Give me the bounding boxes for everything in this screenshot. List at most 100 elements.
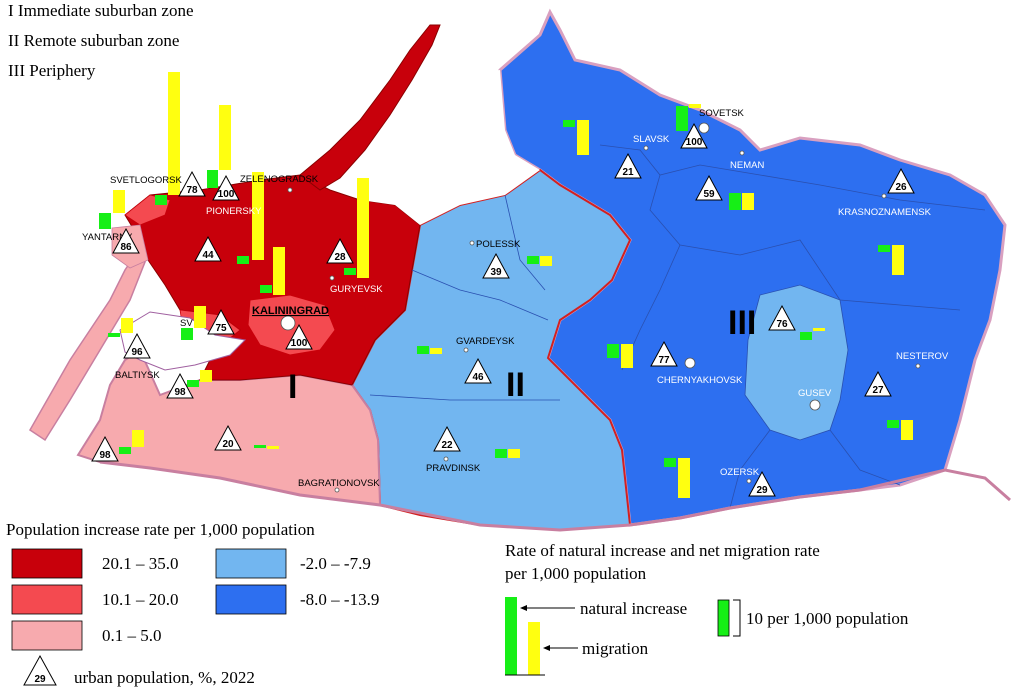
legend-bar-migration xyxy=(528,622,540,675)
label-gusev: GUSEV xyxy=(798,388,832,399)
legend-class-2: 10.1 – 20.0 xyxy=(102,590,179,609)
legend-triangle-icon: 29 xyxy=(23,654,57,686)
svg-text:26: 26 xyxy=(895,182,907,193)
label-sovetsk: SOVETSK xyxy=(699,108,745,119)
legend-bars-title-2: per 1,000 population xyxy=(505,564,647,583)
svg-text:27: 27 xyxy=(872,385,884,396)
svg-text:46: 46 xyxy=(472,372,484,383)
svg-text:29: 29 xyxy=(756,485,768,496)
region-zone-i xyxy=(124,174,421,386)
bar-migration-pionersky xyxy=(219,105,231,170)
svg-text:100: 100 xyxy=(291,338,308,349)
bar-migration-mamonovo xyxy=(132,430,144,447)
triangle-neman: 59 xyxy=(695,174,723,201)
bar-natural-pionersky xyxy=(207,170,218,188)
label-svetlogorsk: SVETLOGORSK xyxy=(110,175,182,186)
svg-text:39: 39 xyxy=(490,267,502,278)
bar-natural-yantarny xyxy=(99,213,111,229)
bar-natural-gusev xyxy=(800,332,812,340)
triangle-gvardeysk: 46 xyxy=(464,357,492,384)
svg-text:77: 77 xyxy=(658,355,670,366)
bar-migration-guryevsk xyxy=(357,178,369,278)
bar-natural-gvardeysk xyxy=(417,346,429,354)
bar-migration-zelenogradsk xyxy=(252,172,264,260)
bar-natural-svetly xyxy=(181,328,193,340)
triangle-polessk: 39 xyxy=(482,252,510,279)
triangle-baltiysk-n: 96 xyxy=(123,332,151,359)
dot-gvardeysk xyxy=(463,347,469,353)
label-krasnoznamensk: KRASNOZNAMENSK xyxy=(838,207,932,218)
bar-natural-bagrationovsk xyxy=(254,445,266,448)
label-yantarny: YANTARNY xyxy=(82,232,133,243)
triangle-svetly: 75 xyxy=(207,308,235,335)
bar-natural-mamonovo xyxy=(119,447,131,454)
svg-text:78: 78 xyxy=(186,185,198,196)
svg-text:28: 28 xyxy=(334,252,346,263)
bar-natural-baltiysk-n xyxy=(108,333,120,337)
legend-triangle-label: urban population, %, 2022 xyxy=(74,668,255,687)
bar-migration-sovetsk xyxy=(689,104,701,108)
triangle-krasnoznamensk: 26 xyxy=(887,167,915,194)
legend-swatch-4 xyxy=(215,548,287,579)
label-nesterov: NESTEROV xyxy=(896,351,949,362)
region-curonian-spit xyxy=(299,24,441,191)
bar-migration-svetlogorsk xyxy=(168,72,180,195)
triangle-mamonovo: 98 xyxy=(91,435,119,462)
bar-migration-krasnoznamensk xyxy=(892,245,904,275)
bar-migration-baltiysk xyxy=(200,370,212,382)
bar-natural-ozersk xyxy=(664,458,676,467)
svg-text:98: 98 xyxy=(99,450,111,461)
dot-pravdinsk xyxy=(443,456,449,462)
zone-label-i: I Immediate suburban zone xyxy=(8,1,194,20)
bar-migration-bagrationovsk xyxy=(267,446,279,449)
bar-natural-sovetsk xyxy=(676,106,688,131)
svg-text:86: 86 xyxy=(120,242,132,253)
triangle-slavsk: 21 xyxy=(614,152,642,179)
triangle-yantarny: 86 xyxy=(112,227,140,254)
svg-text:100: 100 xyxy=(218,189,235,200)
dot-sovetsk xyxy=(698,122,710,134)
roman-zone-i: I xyxy=(288,368,297,406)
svg-text:100: 100 xyxy=(686,137,703,148)
triangle-zelenogradsk: 44 xyxy=(194,235,222,262)
bar-migration-baltiysk-n xyxy=(121,318,133,333)
legend-swatch-2 xyxy=(11,584,83,615)
bar-natural-kaliningrad xyxy=(260,285,272,293)
dot-chernyakhovsk xyxy=(684,357,696,369)
bar-natural-nesterov xyxy=(887,420,899,428)
triangle-nesterov: 27 xyxy=(864,370,892,397)
triangle-kaliningrad: 100 xyxy=(285,323,313,350)
bar-migration-yantarny xyxy=(113,190,125,213)
triangle-ozersk: 29 xyxy=(748,470,776,497)
legend-swatch-5 xyxy=(215,584,287,615)
bar-migration-gusev xyxy=(813,328,825,331)
triangle-gusev: 76 xyxy=(768,304,796,331)
legend-natural-label: natural increase xyxy=(580,599,687,618)
bar-natural-baltiysk xyxy=(187,380,199,387)
region-gusev xyxy=(744,284,849,441)
label-pravdinsk: PRAVDINSK xyxy=(426,463,481,474)
svg-text:76: 76 xyxy=(776,319,788,330)
svg-text:22: 22 xyxy=(441,440,453,451)
legend-scale-bar xyxy=(717,599,730,637)
label-bagrationovsk: BAGRATIONOVSK xyxy=(298,478,380,489)
legend-class-3: 0.1 – 5.0 xyxy=(102,626,162,645)
label-neman: NEMAN xyxy=(730,160,764,171)
legend-class-1: 20.1 – 35.0 xyxy=(102,554,179,573)
svg-text:20: 20 xyxy=(222,439,234,450)
bar-natural-svetlogorsk xyxy=(155,195,167,205)
svg-text:96: 96 xyxy=(131,347,143,358)
svg-text:21: 21 xyxy=(622,167,634,178)
bar-group xyxy=(99,72,913,498)
dot-slavsk xyxy=(643,145,649,151)
bar-natural-polessk xyxy=(527,256,539,264)
region-spit xyxy=(29,253,146,442)
roman-zone-ii: II xyxy=(506,366,525,404)
dot-neman xyxy=(739,150,745,156)
bar-natural-krasnoznamensk xyxy=(878,245,890,252)
triangle-sovetsk: 100 xyxy=(680,122,708,149)
dot-bagrationovsk xyxy=(334,487,340,493)
bar-natural-slavsk xyxy=(563,120,575,127)
legend-migration-label: migration xyxy=(582,639,649,658)
